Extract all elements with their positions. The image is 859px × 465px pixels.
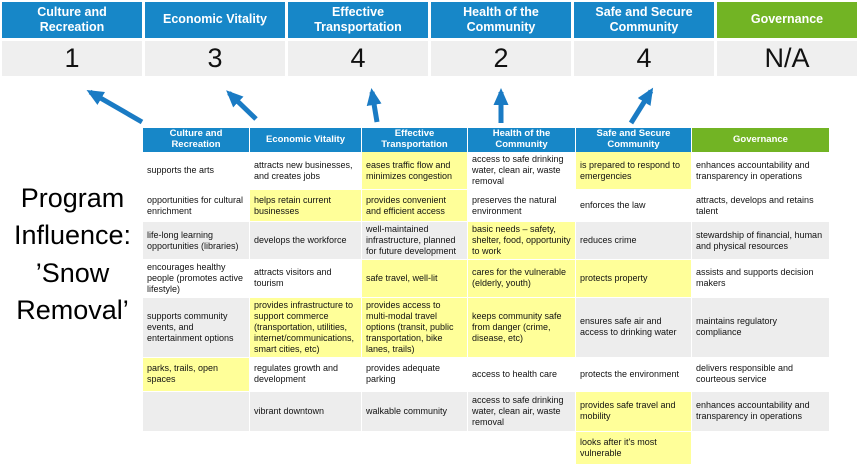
program-label-line: Influence: xyxy=(13,220,132,251)
score-value-economic-vitality: 3 xyxy=(145,41,285,76)
matrix-cell-r4-c5: protects property xyxy=(576,260,692,298)
matrix-cell-r7-c1 xyxy=(143,391,250,432)
program-label-line: Removal’ xyxy=(16,294,129,325)
summary-header-culture-and-recreation: Culture and Recreation xyxy=(2,2,142,38)
arrow-economic-vitality xyxy=(226,90,258,121)
matrix-cell-r7-c6: enhances accountability and transparency… xyxy=(692,391,830,432)
score-value-safe-and-secure-community: 4 xyxy=(574,41,714,76)
matrix-cell-r2-c5: enforces the law xyxy=(576,190,692,222)
matrix-cell-r2-c2: helps retain current businesses xyxy=(250,190,362,222)
matrix-header-effective-transportation: Effective Transportation xyxy=(362,128,468,152)
matrix-cell-r4-c1: encourages healthy people (promotes acti… xyxy=(143,260,250,298)
matrix-cell-r6-c3: provides adequate parking xyxy=(362,357,468,392)
matrix-cell-r1-c2: attracts new businesses, and creates job… xyxy=(250,152,362,190)
matrix-cell-r6-c2: regulates growth and development xyxy=(250,357,362,392)
matrix-cell-r5-c4: keeps community safe from danger (crime,… xyxy=(468,297,576,358)
summary-header-health-of-the-community: Health of the Community xyxy=(431,2,571,38)
score-value-health-of-the-community: 2 xyxy=(431,41,571,76)
matrix-cell-r3-c3: well-maintained infrastructure, planned … xyxy=(362,222,468,260)
matrix-header-health-of-the-community: Health of the Community xyxy=(468,128,576,152)
matrix-cell-r1-c3: eases traffic flow and minimizes congest… xyxy=(362,152,468,190)
matrix-cell-r1-c1: supports the arts xyxy=(143,152,250,190)
score-arrows xyxy=(86,87,654,125)
matrix-cell-r7-c3: walkable community xyxy=(362,391,468,432)
matrix-cell-r8-c4 xyxy=(468,431,576,465)
summary-score-row: 1 3 4 2 4 N/A xyxy=(2,41,857,76)
program-label-line: ’Snow xyxy=(35,257,110,288)
matrix-cell-r2-c4: preserves the natural environment xyxy=(468,190,576,222)
arrow-effective-transportation xyxy=(366,88,382,123)
matrix-cell-r8-c1 xyxy=(143,431,250,465)
matrix-cell-r3-c1: life-long learning opportunities (librar… xyxy=(143,222,250,260)
summary-header-governance: Governance xyxy=(717,2,857,38)
matrix-header-governance: Governance xyxy=(692,128,830,152)
matrix-cell-r7-c5: provides safe travel and mobility xyxy=(576,391,692,432)
summary-header-safe-and-secure-community: Safe and Secure Community xyxy=(574,2,714,38)
summary-header-economic-vitality: Economic Vitality xyxy=(145,2,285,38)
matrix-header-economic-vitality: Economic Vitality xyxy=(250,128,362,152)
matrix-cell-r1-c5: is prepared to respond to emergencies xyxy=(576,152,692,190)
matrix-cell-r8-c5: looks after it's most vulnerable xyxy=(576,431,692,465)
matrix-cell-r1-c4: access to safe drinking water, clean air… xyxy=(468,152,576,190)
matrix-cell-r4-c3: safe travel, well-lit xyxy=(362,260,468,298)
matrix-cell-r2-c3: provides convenient and efficient access xyxy=(362,190,468,222)
matrix-cell-r4-c2: attracts visitors and tourism xyxy=(250,260,362,298)
matrix-cell-r6-c4: access to health care xyxy=(468,357,576,392)
matrix-cell-r3-c4: basic needs – safety, shelter, food, opp… xyxy=(468,222,576,260)
matrix-cell-r5-c2: provides infrastructure to support comme… xyxy=(250,297,362,358)
matrix-cell-r2-c1: opportunities for cultural enrichment xyxy=(143,190,250,222)
matrix-cell-r8-c3 xyxy=(362,431,468,465)
arrow-culture-and-recreation xyxy=(86,89,144,125)
matrix-cell-r6-c1: parks, trails, open spaces xyxy=(143,357,250,392)
matrix-cell-r5-c3: provides access to multi-modal travel op… xyxy=(362,297,468,358)
matrix-cell-r2-c6: attracts, develops and retains talent xyxy=(692,190,830,222)
arrow-safe-and-secure-community xyxy=(628,87,654,125)
summary-header-effective-transportation: Effective Transportation xyxy=(288,2,428,38)
matrix-cell-r4-c6: assists and supports decision makers xyxy=(692,260,830,298)
score-value-effective-transportation: 4 xyxy=(288,41,428,76)
matrix-cell-r4-c4: cares for the vulnerable (elderly, youth… xyxy=(468,260,576,298)
program-label-line: Program xyxy=(20,183,125,213)
matrix-cell-r5-c5: ensures safe air and access to drinking … xyxy=(576,297,692,358)
matrix-cell-r3-c6: stewardship of financial, human and phys… xyxy=(692,222,830,260)
matrix-cell-r8-c6 xyxy=(692,431,830,465)
matrix-cell-r8-c2 xyxy=(250,431,362,465)
matrix-cell-r5-c6: maintains regulatory compliance xyxy=(692,297,830,358)
influence-matrix-table: Culture and Recreation Economic Vitality E… xyxy=(143,128,833,465)
matrix-cell-r5-c1: supports community events, and entertain… xyxy=(143,297,250,358)
matrix-header-safe-and-secure-community: Safe and Secure Community xyxy=(576,128,692,152)
matrix-cell-r6-c6: delivers responsible and courteous servi… xyxy=(692,357,830,392)
summary-header-bar: Culture and Recreation Economic Vitality E… xyxy=(2,2,857,38)
matrix-cell-r6-c5: protects the environment xyxy=(576,357,692,392)
matrix-cell-r1-c6: enhances accountability and transparency… xyxy=(692,152,830,190)
matrix-cell-r7-c2: vibrant downtown xyxy=(250,391,362,432)
matrix-cell-r3-c5: reduces crime xyxy=(576,222,692,260)
score-value-culture-and-recreation: 1 xyxy=(2,41,142,76)
score-value-governance: N/A xyxy=(717,41,857,76)
matrix-header-culture-and-recreation: Culture and Recreation xyxy=(143,128,250,152)
program-influence-label: Program Influence: ’Snow Removal’ xyxy=(0,180,145,329)
matrix-cell-r3-c2: develops the workforce xyxy=(250,222,362,260)
matrix-cell-r7-c4: access to safe drinking water, clean air… xyxy=(468,391,576,432)
